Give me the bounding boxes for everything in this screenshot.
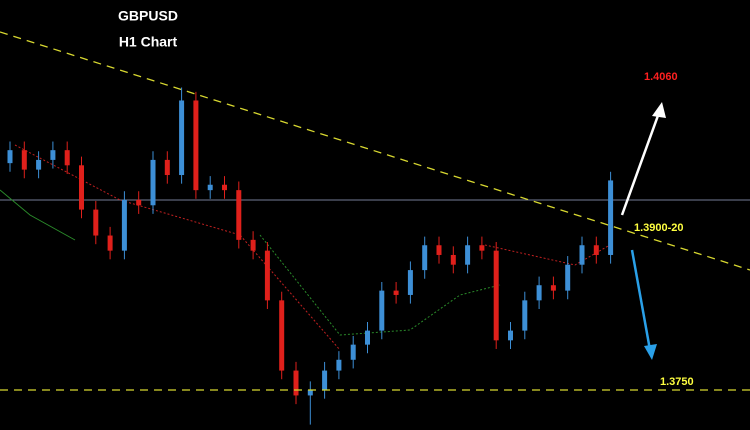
candle-body xyxy=(608,180,614,255)
arrow-down xyxy=(630,249,652,351)
candle-body xyxy=(593,245,599,255)
candle-body xyxy=(293,370,299,396)
level-label: 1.4060 xyxy=(644,71,678,83)
candle-body xyxy=(279,300,285,371)
candle-body xyxy=(207,184,213,191)
candle-body xyxy=(21,150,27,170)
candle-body xyxy=(479,245,485,251)
candle-body xyxy=(107,235,113,251)
candle-body xyxy=(121,199,127,251)
candle-body xyxy=(508,330,513,341)
candle-body xyxy=(164,159,170,176)
candle-body xyxy=(350,344,356,360)
chart-title: GBPUSD xyxy=(118,8,178,24)
trend-line xyxy=(0,31,750,271)
candle-body xyxy=(322,370,328,391)
arrow-up-head xyxy=(652,102,666,118)
candle-body xyxy=(422,245,428,271)
resistance-curve xyxy=(484,244,611,266)
resistance-curve xyxy=(14,144,341,351)
candle-body xyxy=(522,300,528,331)
candle-body xyxy=(336,359,342,371)
candle-body xyxy=(193,100,199,191)
candle-body xyxy=(365,330,370,345)
candle-body xyxy=(36,159,42,170)
candle-body xyxy=(50,150,56,160)
candle-body xyxy=(450,254,456,265)
candle-body xyxy=(465,245,471,265)
support-curve xyxy=(259,234,501,336)
candle-body xyxy=(550,285,556,291)
candle-body xyxy=(436,245,442,255)
candle-body xyxy=(493,250,499,341)
candle-body xyxy=(236,190,242,240)
candle-body xyxy=(150,159,156,206)
candle-body xyxy=(407,270,413,295)
candle-body xyxy=(536,285,542,301)
candle-body xyxy=(565,264,571,291)
support-curve xyxy=(0,189,76,241)
level-label: 1.3750 xyxy=(660,376,694,388)
candle-body xyxy=(64,150,70,166)
chart-subtitle: H1 Chart xyxy=(119,34,178,50)
candle-body xyxy=(393,290,399,295)
candle-body xyxy=(179,100,185,176)
arrow-up xyxy=(620,109,662,216)
candle-body xyxy=(7,150,13,164)
candle-body xyxy=(379,290,385,331)
candle-body xyxy=(222,184,227,191)
candle-body xyxy=(579,245,585,265)
candle-body xyxy=(136,199,142,206)
candle-body xyxy=(264,250,270,301)
candle-body xyxy=(250,239,256,251)
candle-body xyxy=(307,390,313,396)
candle-body xyxy=(93,209,99,236)
level-label: 1.3900-20 xyxy=(634,222,684,234)
candle-body xyxy=(79,165,84,210)
arrow-down-head xyxy=(644,344,657,360)
